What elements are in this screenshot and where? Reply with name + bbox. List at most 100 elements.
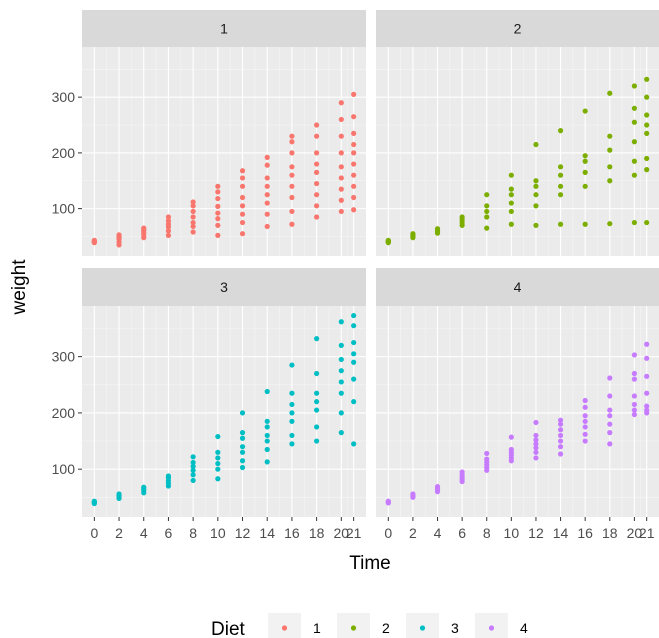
legend-keys: 1 2 3 4 (268, 613, 528, 638)
data-point (351, 376, 357, 382)
data-point (631, 83, 637, 89)
data-point (239, 175, 246, 181)
data-point (264, 438, 270, 444)
data-point (533, 183, 539, 189)
x-tick-label: 10 (210, 525, 226, 541)
data-point (607, 441, 613, 447)
data-point (314, 203, 320, 209)
data-point (338, 356, 344, 363)
x-tick-label: 2 (115, 525, 123, 541)
facet-strip (376, 268, 659, 306)
data-point (215, 466, 221, 472)
data-point (215, 216, 221, 222)
data-point (264, 192, 270, 198)
x-tick-label: 18 (602, 525, 618, 541)
data-point (644, 341, 650, 347)
data-point (607, 421, 613, 427)
data-point (215, 210, 221, 216)
data-point (215, 183, 221, 189)
data-point (289, 172, 295, 178)
data-point (314, 150, 320, 156)
panel-background (376, 47, 659, 256)
data-point (484, 214, 490, 220)
data-point (264, 388, 270, 395)
facet-strip-label: 4 (514, 279, 522, 295)
y-tick-label: 300 (52, 89, 76, 105)
data-point (314, 407, 320, 413)
data-point (289, 390, 295, 396)
data-point (314, 438, 320, 444)
data-point (582, 169, 588, 175)
data-point (314, 214, 320, 220)
x-tick-label: 4 (434, 525, 442, 541)
data-point (264, 418, 270, 424)
data-point (165, 228, 172, 234)
data-point (338, 164, 344, 170)
data-point (239, 194, 246, 201)
data-point (239, 444, 246, 450)
data-point (289, 362, 295, 368)
data-point (314, 169, 320, 175)
data-point (190, 223, 196, 230)
data-point (631, 401, 637, 408)
data-point (459, 469, 465, 475)
data-point (582, 431, 588, 437)
y-axis-title: weight (9, 259, 30, 316)
y-tick-label: 200 (52, 405, 76, 421)
data-point (644, 407, 650, 413)
data-point (607, 90, 613, 96)
x-tick-label: 21 (639, 525, 655, 541)
x-tick-label: 20 (334, 525, 350, 541)
data-point (289, 183, 295, 189)
data-point (508, 192, 514, 198)
data-point (351, 359, 357, 365)
data-point (508, 221, 514, 227)
data-point (338, 133, 344, 139)
legend-key-swatch (281, 625, 288, 631)
data-point (631, 119, 637, 125)
data-point (338, 342, 344, 348)
data-point (264, 162, 270, 168)
data-point (508, 446, 514, 453)
data-point (351, 323, 357, 329)
x-tick-label: 21 (346, 525, 362, 541)
data-point (215, 222, 221, 228)
data-point (631, 352, 637, 358)
data-point (338, 197, 344, 203)
data-point (351, 339, 357, 346)
data-point (533, 222, 539, 228)
x-tick-label: 8 (189, 525, 197, 541)
data-point (631, 370, 637, 377)
data-point (582, 404, 588, 410)
facet-strip-label: 1 (220, 21, 228, 37)
data-point (508, 186, 514, 192)
data-point (484, 450, 490, 457)
data-point (289, 194, 295, 201)
data-point (239, 449, 246, 455)
legend-item-3: 3 (406, 613, 459, 638)
data-point (508, 172, 514, 178)
data-point (533, 178, 539, 184)
x-axis-title: Time (349, 553, 391, 574)
data-point (351, 161, 357, 167)
data-point (385, 237, 391, 243)
data-point (607, 430, 613, 436)
data-point (484, 208, 490, 215)
y-tick-label: 200 (52, 145, 76, 161)
data-point (557, 172, 564, 178)
data-point (582, 413, 588, 419)
data-point (508, 208, 514, 215)
legend-label: 2 (382, 620, 390, 636)
data-point (533, 432, 539, 439)
y-tick-label: 100 (52, 461, 76, 477)
data-point (165, 218, 172, 224)
data-point (508, 200, 514, 206)
x-tick-label: 20 (627, 525, 643, 541)
data-point (264, 432, 270, 439)
data-point (215, 195, 221, 202)
data-point (631, 393, 637, 399)
data-point (533, 445, 539, 451)
